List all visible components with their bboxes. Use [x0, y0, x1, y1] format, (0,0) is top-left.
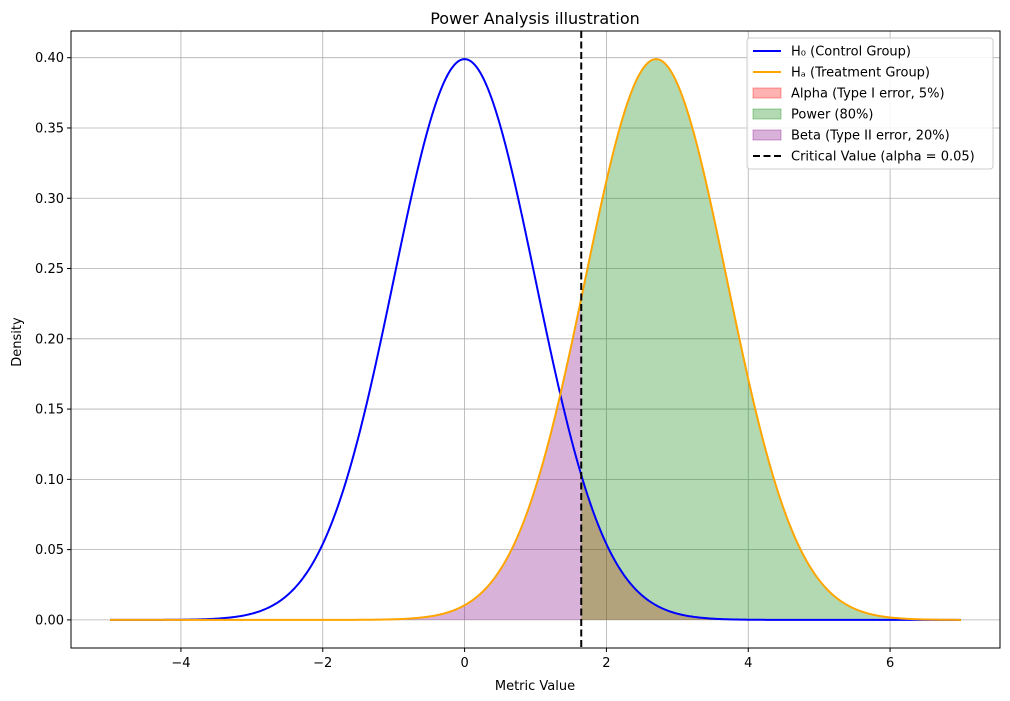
- legend: H₀ (Control Group) Hₐ (Treatment Group) Al…: [746, 37, 994, 170]
- area-alpha: [581, 474, 961, 620]
- y-tick-label: 0.20: [35, 332, 64, 347]
- x-axis-label: Metric Value: [495, 679, 575, 694]
- area-power: [581, 59, 961, 620]
- legend-label: Critical Value (alpha = 0.05): [791, 150, 975, 165]
- area-beta: [110, 298, 582, 620]
- x-tick-label: 6: [886, 656, 894, 671]
- legend-label: Hₐ (Treatment Group): [791, 66, 930, 81]
- y-tick-label: 0.25: [35, 262, 64, 277]
- legend-frame: [746, 37, 994, 170]
- series-line-treatment: [110, 58, 962, 621]
- legend-swatch: [752, 87, 782, 99]
- y-tick-label: 0.35: [35, 121, 64, 136]
- legend-label: Beta (Type II error, 20%): [791, 129, 950, 144]
- legend-swatch: [752, 108, 782, 120]
- x-tick-label: −2: [313, 656, 332, 671]
- series-line-control: [110, 58, 961, 621]
- x-tick-label: −4: [171, 656, 190, 671]
- chart-title: Power Analysis illustration: [430, 9, 640, 28]
- legend-label: H₀ (Control Group): [791, 45, 911, 60]
- y-tick-label: 0.05: [35, 543, 64, 558]
- x-tick-label: 2: [602, 656, 610, 671]
- y-tick-label: 0.10: [35, 473, 64, 488]
- legend-label: Power (80%): [791, 108, 873, 123]
- y-tick-label: 0.00: [35, 613, 64, 628]
- axes-frame: [70, 30, 1001, 649]
- y-tick-label: 0.30: [35, 192, 64, 207]
- y-tick-label: 0.40: [35, 51, 64, 66]
- legend-label: Alpha (Type I error, 5%): [791, 87, 945, 102]
- y-tick-label: 0.15: [35, 403, 64, 418]
- y-axis-label: Density: [10, 317, 25, 367]
- legend-swatch: [752, 129, 782, 141]
- x-tick-label: 4: [744, 656, 752, 671]
- x-tick-label: 0: [460, 656, 468, 671]
